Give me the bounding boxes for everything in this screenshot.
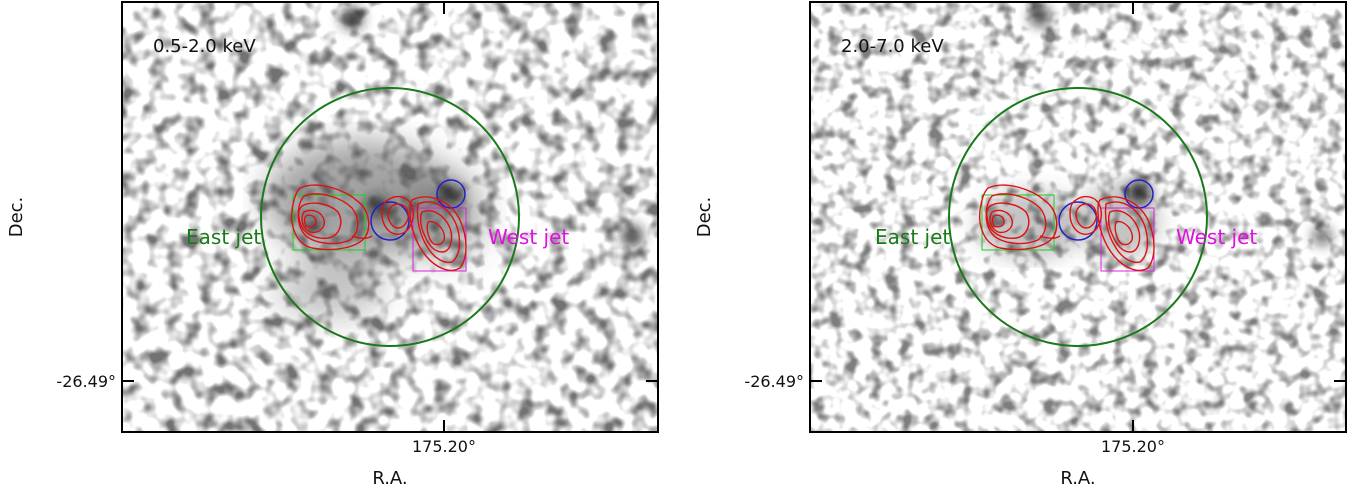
y-tick-label: -26.49° (56, 372, 116, 391)
west-jet-label: West jet (1176, 225, 1257, 249)
x-tick-label: 175.20° (1101, 437, 1165, 456)
panel-hard-band: 2.0-7.0 keV East jet West jet 175.20° -2… (694, 1, 1347, 489)
x-axis-title: R.A. (372, 468, 407, 489)
y-axis-title: Dec. (694, 197, 715, 238)
extraction-circle (260, 87, 520, 347)
y-tick-label: -26.49° (744, 372, 804, 391)
y-axis-title: Dec. (6, 197, 27, 238)
radio-contours (978, 184, 1155, 272)
point-source-core (370, 201, 410, 241)
radio-contours (290, 184, 467, 272)
panel-soft-band: 0.5-2.0 keV East jet West jet 175.20° -2… (6, 1, 659, 489)
x-axis-title: R.A. (1060, 468, 1095, 489)
point-source-core (1058, 201, 1098, 241)
west-jet-label: West jet (488, 225, 569, 249)
band-label: 2.0-7.0 keV (841, 36, 944, 57)
xray-image (122, 2, 658, 432)
east-jet-label: East jet (186, 225, 261, 249)
band-label: 0.5-2.0 keV (153, 36, 256, 57)
extraction-circle (948, 87, 1208, 347)
xray-image (810, 2, 1346, 432)
east-jet-label: East jet (875, 225, 950, 249)
x-tick-label: 175.20° (412, 437, 476, 456)
